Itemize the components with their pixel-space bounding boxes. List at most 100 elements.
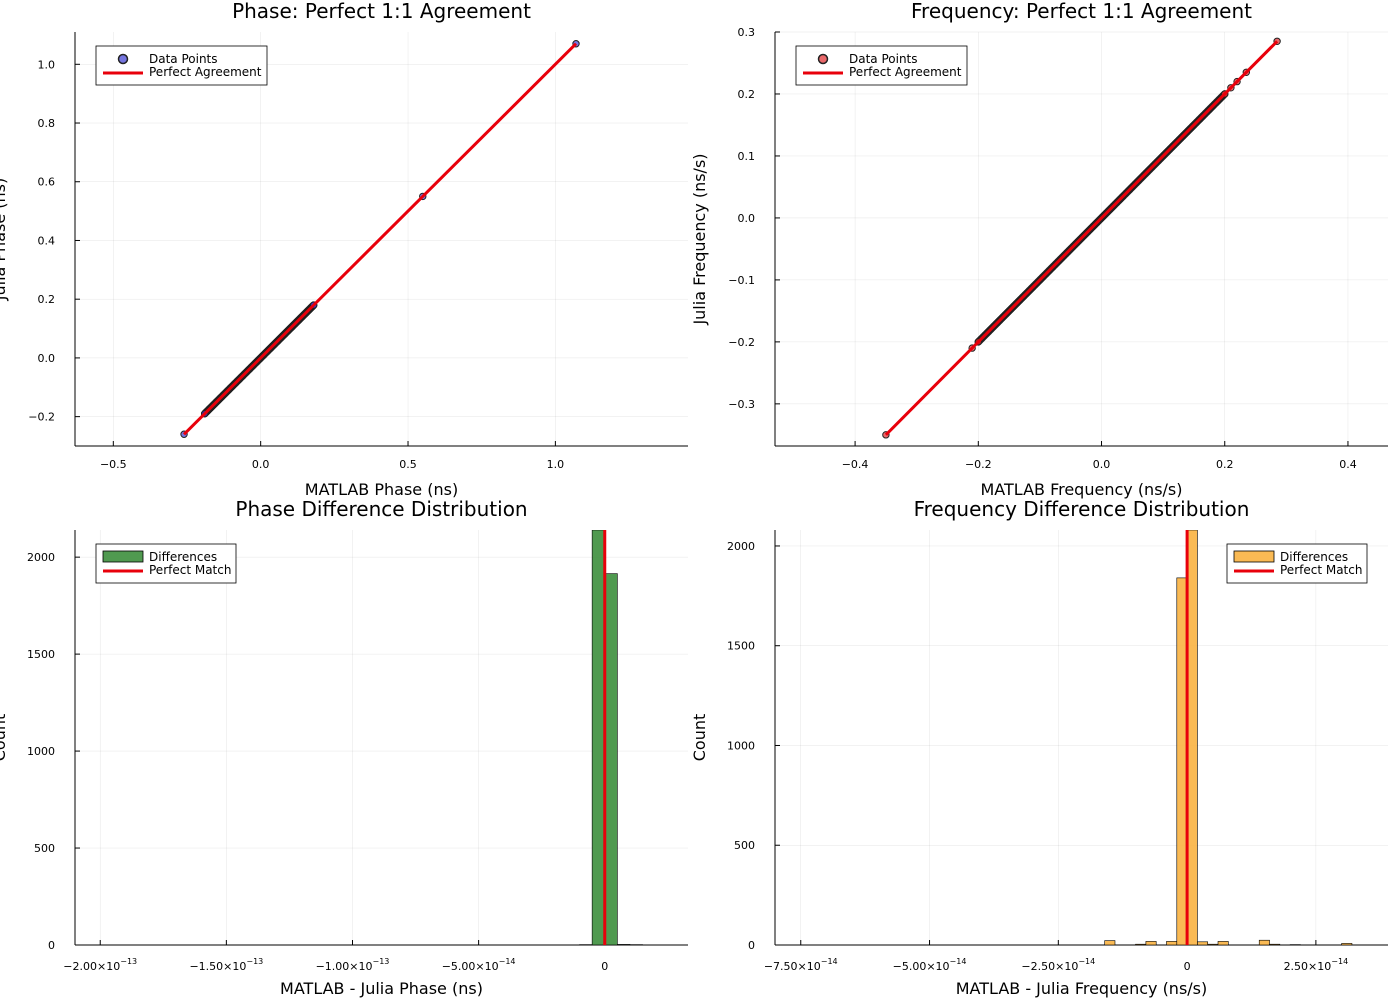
histogram-bar (1145, 941, 1157, 945)
y-tick-label: 0.2 (38, 293, 56, 306)
x-tick-label: 2.50×10−14 (1284, 957, 1349, 973)
legend-box (1226, 543, 1368, 584)
y-tick-label: 1000 (727, 739, 755, 752)
y-tick-label: 0.3 (738, 26, 756, 39)
y-tick-label: 2000 (727, 540, 755, 553)
x-tick-mantissa: 0 (1184, 960, 1191, 973)
x-tick-label: −2.00×10−13 (63, 957, 137, 973)
histogram-bar (1258, 939, 1270, 945)
x-tick-label: −2.50×10−14 (1021, 957, 1095, 973)
y-tick-label: 0.4 (38, 234, 56, 247)
subplot-1: −0.5 0.0 0.5 1.0 −0.2 0.0 0.2 0.4 0.6 0.8 1.0 Phase… (0, 0, 688, 499)
x-axis-label: MATLAB Frequency (ns/s) (981, 480, 1183, 499)
x-tick-label: 0 (1184, 960, 1191, 973)
legend-label: Perfect Agreement (149, 65, 262, 79)
plot-title: Frequency: Perfect 1:1 Agreement (911, 0, 1252, 23)
y-tick-label: −0.1 (728, 274, 755, 287)
x-axis-label: MATLAB - Julia Phase (ns) (280, 979, 483, 998)
x-tick-label: 1.0 (547, 458, 565, 471)
y-tick-label: 1500 (27, 648, 55, 661)
x-tick-label: 0 (601, 960, 608, 973)
y-tick-label: 0 (48, 939, 55, 952)
x-tick-exponent: −13 (373, 957, 390, 966)
legend-label: Perfect Agreement (849, 65, 962, 79)
y-tick-label: −0.2 (28, 411, 55, 424)
y-tick-label: 2000 (27, 551, 55, 564)
y-tick-label: 0.1 (738, 150, 756, 163)
x-tick-label: −5.00×10−14 (893, 957, 967, 973)
x-tick-exponent: −14 (950, 957, 967, 966)
x-tick-mantissa: −5.00×10 (893, 960, 950, 973)
histogram-bar (1186, 530, 1198, 945)
y-axis-label: Count (0, 714, 9, 762)
x-tick-exponent: −14 (1331, 957, 1348, 966)
legend-label: Data Points (849, 52, 918, 66)
x-tick-label: −0.4 (842, 458, 869, 471)
x-tick-label: −5.00×10−14 (442, 957, 516, 973)
x-tick-label: 0.2 (1216, 458, 1234, 471)
y-tick-label: 0.2 (738, 88, 756, 101)
subplot-4: −7.50×10−14 −5.00×10−14 −2.50×10−14 0 2.50×1… (690, 497, 1388, 998)
histogram-bar (1217, 941, 1229, 945)
legend-box (95, 45, 268, 86)
perfect-agreement-line (884, 40, 1279, 436)
histogram-bar (1341, 943, 1353, 945)
x-tick-label: −0.5 (100, 458, 127, 471)
plot-marks (795, 530, 1353, 945)
x-tick-mantissa: 0 (601, 960, 608, 973)
y-tick-label: 0.0 (738, 212, 756, 225)
x-tick-label: 0.5 (399, 458, 417, 471)
x-tick-label: −1.50×10−13 (189, 957, 263, 973)
y-tick-label: 0 (748, 939, 755, 952)
x-tick-label: −7.50×10−14 (764, 957, 838, 973)
x-tick-mantissa: 2.50×10 (1284, 960, 1332, 973)
x-tick-exponent: −13 (120, 957, 137, 966)
histogram-bar (1166, 941, 1178, 945)
subplot-2: −0.4 −0.2 0.0 0.2 0.4 −0.3 −0.2 −0.1 0.0 0.1 0.2 0.… (690, 0, 1388, 499)
histogram-bar (591, 530, 606, 945)
plot-marks (99, 530, 656, 945)
y-tick-label: 1000 (27, 745, 55, 758)
legend-label: Differences (1280, 550, 1348, 564)
x-tick-exponent: −13 (246, 957, 263, 966)
legend-label: Differences (149, 550, 217, 564)
subplot-3: −2.00×10−13 −1.50×10−13 −1.00×10−13 −5.00×1… (0, 497, 688, 998)
y-tick-label: −0.3 (728, 398, 755, 411)
y-tick-label: 1500 (727, 640, 755, 653)
histogram-bar (1104, 940, 1116, 945)
legend-label: Perfect Match (149, 563, 231, 577)
legend-marker-points (817, 53, 829, 65)
x-tick-exponent: −14 (499, 957, 516, 966)
y-tick-label: 0.6 (38, 176, 56, 189)
x-tick-mantissa: −5.00×10 (442, 960, 499, 973)
histogram-bar (1135, 943, 1147, 945)
x-tick-exponent: −14 (821, 957, 838, 966)
x-tick-label: 0.4 (1339, 458, 1357, 471)
y-axis-label: Julia Phase (ns) (0, 178, 9, 301)
x-axis-label: MATLAB Phase (ns) (305, 480, 458, 499)
x-tick-label: 0.0 (252, 458, 270, 471)
histogram-bar (1207, 943, 1219, 945)
x-tick-label: −0.2 (965, 458, 992, 471)
plot-marks (882, 37, 1281, 439)
legend-marker-bar (102, 550, 144, 563)
y-tick-label: 1.0 (38, 58, 56, 71)
perfect-agreement-line (182, 42, 578, 436)
plot-marks (180, 40, 580, 438)
y-axis-label: Count (690, 714, 709, 762)
x-tick-label: 0.0 (1093, 458, 1111, 471)
x-tick-mantissa: −1.50×10 (189, 960, 246, 973)
histogram-bar (1176, 577, 1188, 945)
plot-title: Phase: Perfect 1:1 Agreement (232, 0, 531, 23)
x-tick-mantissa: −2.50×10 (1021, 960, 1078, 973)
y-axis-label: Julia Frequency (ns/s) (690, 153, 709, 325)
legend-box (795, 45, 968, 86)
histogram-bar (1269, 943, 1281, 945)
histogram-bar (617, 944, 631, 945)
y-tick-label: 500 (734, 839, 755, 852)
